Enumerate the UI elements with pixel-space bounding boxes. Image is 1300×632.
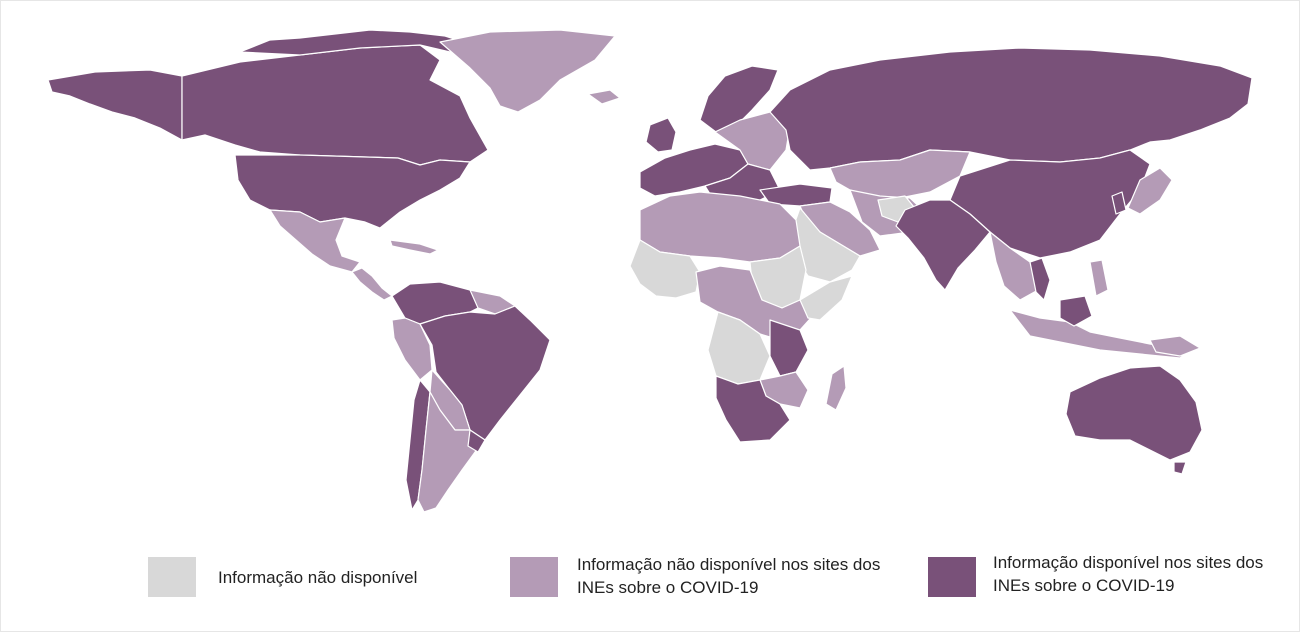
- uruguay-region: [467, 429, 486, 453]
- central-america-region: [351, 267, 393, 301]
- russia-region: [769, 47, 1253, 171]
- legend-label-not-on-nso-sites: Informação não disponível nos sites dos …: [577, 555, 881, 597]
- new-guinea-region: [1149, 335, 1201, 357]
- madagascar-region: [825, 365, 847, 411]
- australia-region: [1065, 365, 1203, 461]
- alaska-region: [47, 69, 183, 141]
- horn-of-africa-region: [799, 275, 853, 321]
- vietnam-region: [1029, 257, 1051, 301]
- uk-ireland-region: [645, 117, 677, 153]
- mexico-region: [269, 209, 361, 273]
- borneo-region: [1059, 295, 1093, 327]
- philippines-region: [1089, 259, 1109, 297]
- japan-region: [1127, 167, 1173, 215]
- south-africa-region: [715, 375, 791, 443]
- argentina-region: [417, 391, 479, 513]
- kazakhstan-central-asia-region: [829, 149, 971, 199]
- india-pakistan-region: [895, 199, 991, 291]
- legend-swatch-not-available: [148, 557, 196, 597]
- legend-label-on-nso-sites: Informação disponível nos sites dos INEs…: [993, 553, 1264, 595]
- legend-swatch-on-nso-sites: [928, 557, 976, 597]
- legend-swatch-not-on-nso-sites: [510, 557, 558, 597]
- southeast-asia-region: [989, 231, 1039, 301]
- sahel-west-region: [629, 239, 701, 299]
- eastern-europe-region: [714, 111, 791, 171]
- caribbean-islands: [389, 239, 439, 255]
- east-africa-region: [769, 319, 809, 377]
- legend-label-not-available: Informação não disponível: [218, 568, 418, 587]
- greenland-region: [439, 29, 616, 113]
- canada-region: [181, 44, 489, 166]
- usa-region: [234, 154, 471, 229]
- canadian-arctic-islands: [239, 29, 471, 56]
- korea-region: [1111, 191, 1127, 215]
- iceland-region: [587, 89, 621, 105]
- tasmania-region: [1173, 461, 1187, 475]
- world-choropleth-map: [47, 29, 1253, 513]
